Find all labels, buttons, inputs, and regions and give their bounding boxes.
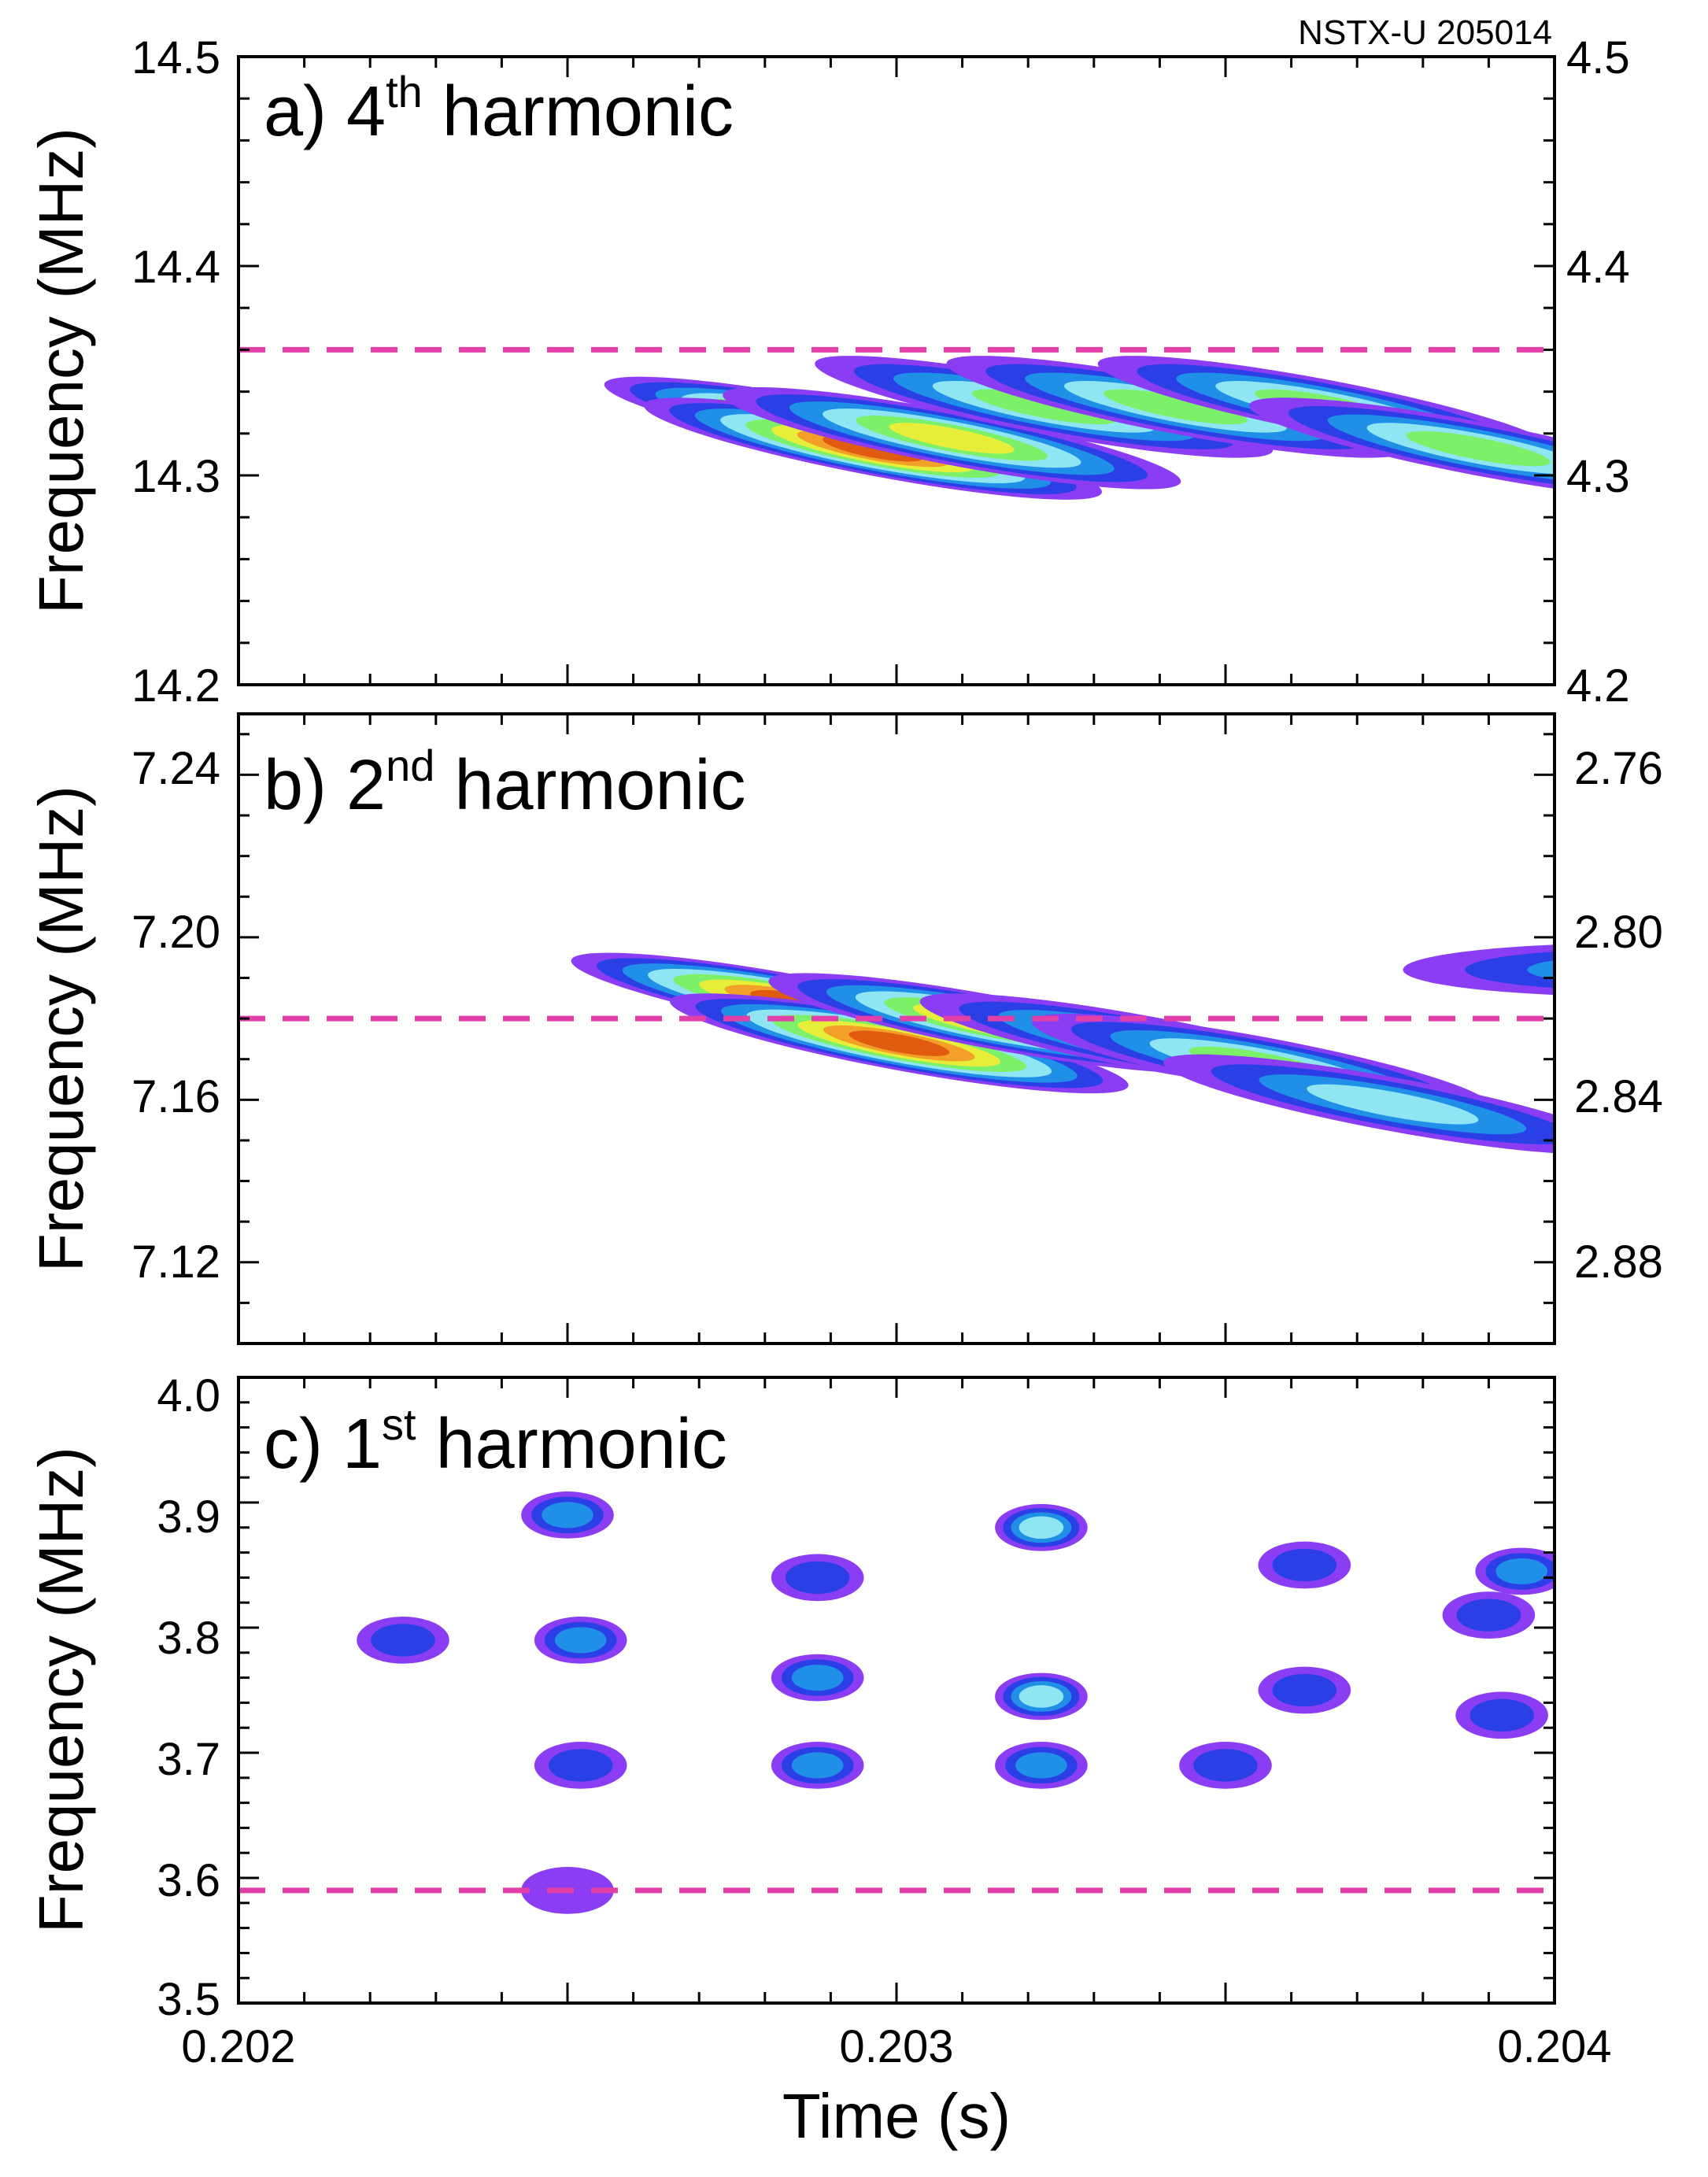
panel-c-mode-11 xyxy=(1258,1666,1351,1714)
panel-c-mode-11-level-1 xyxy=(1272,1673,1337,1707)
panel-c-ylabel: Frequency (MHz) xyxy=(26,1447,96,1933)
panel-c-mode-10-level-1 xyxy=(1272,1548,1337,1582)
panel-b-mode-5-level-3 xyxy=(1307,1084,1479,1125)
shot-number-label: NSTX-U 205014 xyxy=(1298,13,1552,52)
panel-c-label: c) 1st harmonic xyxy=(264,1399,727,1484)
panel-c-mode-3-level-1 xyxy=(548,1749,613,1782)
panel-c-mode-2-level-2 xyxy=(554,1627,607,1654)
panel-c-ticks xyxy=(237,1376,1556,2005)
panel-c-mode-0-level-2 xyxy=(542,1502,593,1528)
panel-a-ylabel: Frequency (MHz) xyxy=(26,128,96,614)
panel-c-mode-4 xyxy=(771,1554,864,1602)
panel-b-ytick-7.24: 7.24 xyxy=(131,743,220,794)
panel-c-mode-7-level-3 xyxy=(1019,1516,1064,1539)
panel-b-ylabel: Frequency (MHz) xyxy=(26,785,96,1272)
panel-a-ytick-14.2: 14.2 xyxy=(131,660,220,711)
panel-a-right-ytick-4.5: 4.5 xyxy=(1566,32,1630,83)
xtick-0.203: 0.203 xyxy=(839,2021,953,2072)
panel-a-right-ytick-4.4: 4.4 xyxy=(1566,242,1630,293)
panel-c: c) 1st harmonic Frequency (MHz) 3.5 3.6 … xyxy=(26,1370,1612,2151)
panel-c-mode-12-level-2 xyxy=(1495,1558,1548,1585)
panel-b-right-ytick-2.76: 2.76 xyxy=(1574,743,1663,794)
panel-c-mode-10 xyxy=(1258,1541,1351,1589)
panel-a-mode-4-level-4 xyxy=(1103,389,1248,425)
panel-c-mode-5-level-2 xyxy=(791,1665,844,1691)
panel-c-mode-7 xyxy=(995,1503,1088,1551)
x-axis-title: Time (s) xyxy=(782,2081,1011,2151)
panel-c-heatmap xyxy=(357,1491,1555,1914)
panel-c-mode-16 xyxy=(1179,1742,1272,1789)
panel-a-mode-3-level-4 xyxy=(971,389,1116,425)
panel-c-mode-1 xyxy=(357,1617,449,1664)
panel-a-mode-3 xyxy=(815,356,1274,458)
panel-a-ytick-14.3: 14.3 xyxy=(131,451,220,502)
panel-c-ytick-3.7: 3.7 xyxy=(157,1734,220,1785)
panel-b-mode-1-level-7 xyxy=(848,1030,950,1056)
panel-a-mode-4 xyxy=(946,356,1405,458)
panel-a-ytick-14.5: 14.5 xyxy=(131,32,220,83)
panel-c-mode-9-level-2 xyxy=(1015,1752,1067,1779)
panel-a-right-ytick-4.3: 4.3 xyxy=(1566,451,1630,502)
panel-b-ytick-7.12: 7.12 xyxy=(131,1236,220,1288)
panel-b-mode-6 xyxy=(1403,944,1555,996)
panel-b-mode-5 xyxy=(1163,1054,1555,1155)
panel-a-mode-2 xyxy=(723,386,1181,490)
panel-b-mode-6-level-2 xyxy=(1527,959,1555,980)
panel-b: b) 2nd harmonic Frequency (MHz) 7.12 7.1… xyxy=(26,712,1663,1345)
xtick-0.202: 0.202 xyxy=(181,2021,295,2072)
panel-a-mode-6-level-4 xyxy=(1406,431,1551,467)
panel-b-label: b) 2nd harmonic xyxy=(264,741,746,825)
panel-c-mode-14 xyxy=(1455,1691,1548,1739)
panel-c-mode-14-level-1 xyxy=(1470,1698,1534,1732)
panel-c-mode-5 xyxy=(771,1654,864,1702)
panel-c-mode-16-level-1 xyxy=(1193,1749,1258,1782)
panel-c-mode-6 xyxy=(771,1742,864,1789)
panel-c-mode-3 xyxy=(534,1742,627,1789)
panel-a-ticks xyxy=(237,55,1556,686)
panel-c-mode-9 xyxy=(995,1742,1088,1789)
panel-c-mode-2 xyxy=(534,1617,627,1664)
panel-a-mode-2-level-5 xyxy=(889,423,1015,454)
panel-c-ytick-3.6: 3.6 xyxy=(157,1855,220,1906)
panel-c-ytick-3.9: 3.9 xyxy=(157,1491,220,1543)
panel-c-ytick-3.5: 3.5 xyxy=(157,1974,220,2025)
panel-c-mode-1-level-1 xyxy=(371,1624,435,1657)
panel-b-heatmap xyxy=(571,944,1555,1155)
panel-b-right-ytick-2.80: 2.80 xyxy=(1574,907,1663,958)
panel-b-ytick-7.20: 7.20 xyxy=(131,907,220,958)
panel-c-mode-8-level-3 xyxy=(1019,1685,1064,1708)
panel-c-ytick-3.8: 3.8 xyxy=(157,1613,220,1664)
panel-c-mode-13 xyxy=(1442,1591,1536,1639)
panel-a-right-ytick-4.2: 4.2 xyxy=(1566,660,1630,711)
panel-c-mode-13-level-1 xyxy=(1456,1599,1521,1632)
panel-a: a) 4th harmonic Frequency (MHz) 14.2 14.… xyxy=(26,32,1630,711)
panel-b-right-ytick-2.88: 2.88 xyxy=(1574,1236,1663,1288)
panel-a-label: a) 4th harmonic xyxy=(264,67,734,151)
panel-c-mode-12 xyxy=(1475,1547,1555,1595)
panel-b-ytick-7.16: 7.16 xyxy=(131,1071,220,1122)
panel-c-mode-6-level-2 xyxy=(791,1752,844,1779)
panel-a-heatmap xyxy=(604,356,1555,500)
panel-b-mode-6-level-1 xyxy=(1465,952,1555,989)
panel-b-mode-1 xyxy=(669,993,1129,1094)
xtick-0.204: 0.204 xyxy=(1497,2021,1611,2072)
panel-c-mode-8 xyxy=(995,1672,1088,1721)
panel-c-mode-4-level-1 xyxy=(785,1561,850,1595)
panel-b-ticks xyxy=(237,714,1556,1345)
panel-c-mode-0 xyxy=(521,1491,614,1539)
panel-c-ytick-4.0: 4.0 xyxy=(157,1370,220,1421)
panel-a-ytick-14.4: 14.4 xyxy=(131,242,220,293)
panel-b-right-ytick-2.84: 2.84 xyxy=(1574,1071,1663,1122)
